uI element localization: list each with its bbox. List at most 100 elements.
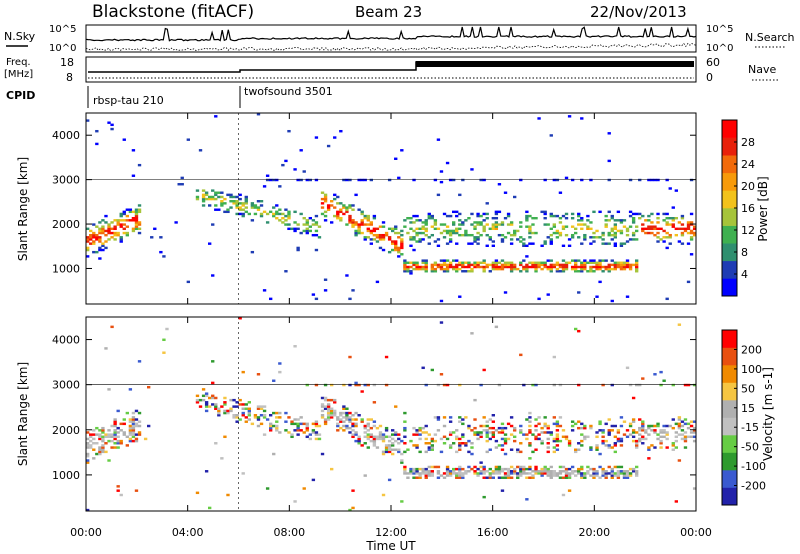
heatmap-cell [342, 429, 346, 432]
heatmap-cell [583, 435, 587, 439]
heatmap-cell [211, 381, 215, 385]
heatmap-cell [613, 265, 617, 269]
heatmap-cell [378, 233, 383, 237]
heatmap-cell [131, 174, 136, 177]
heatmap-cell [217, 407, 221, 410]
heatmap-cell [387, 236, 392, 239]
heatmap-cell [491, 244, 495, 247]
heatmap-cell [235, 200, 239, 203]
power-colorbar-swatch [722, 120, 737, 138]
heatmap-cell [323, 396, 328, 400]
heatmap-cell [464, 270, 468, 273]
heatmap-cell [339, 414, 343, 417]
heatmap-cell [134, 227, 139, 231]
heatmap-cell [580, 426, 584, 430]
heatmap-cell [500, 259, 505, 262]
heatmap-cell [131, 418, 136, 421]
heatmap-cell [589, 261, 593, 264]
heatmap-cell [464, 416, 468, 419]
heatmap-cell [592, 261, 596, 264]
heatmap-cell [641, 422, 645, 426]
heatmap-cell [86, 444, 90, 447]
heatmap-cell [439, 263, 444, 267]
heatmap-cell [345, 178, 349, 182]
heatmap-cell [409, 227, 413, 231]
heatmap-cell [229, 398, 233, 402]
heatmap-cell [476, 223, 480, 226]
heatmap-cell [293, 345, 297, 348]
heatmap-cell [653, 233, 657, 237]
heatmap-cell [439, 259, 444, 262]
heatmap-cell [546, 474, 550, 477]
heatmap-cell [287, 223, 291, 226]
heatmap-cell [561, 265, 566, 269]
heatmap-cell [330, 416, 334, 419]
heatmap-cell [604, 472, 608, 475]
heatmap-cell [409, 272, 413, 275]
heatmap-cell [653, 424, 657, 428]
heatmap-cell [345, 418, 349, 421]
heatmap-cell [570, 424, 575, 428]
heatmap-cell [525, 467, 529, 471]
heatmap-cell [134, 219, 139, 222]
heatmap-cell [448, 214, 453, 218]
heatmap-cell [641, 229, 645, 233]
heatmap-cell [378, 246, 383, 250]
heatmap-cell [488, 437, 492, 441]
heatmap-cell [299, 422, 303, 426]
heatmap-cell [516, 472, 520, 475]
heatmap-cell [113, 433, 117, 436]
heatmap-cell [323, 193, 328, 197]
heatmap-cell [628, 263, 633, 267]
heatmap-cell [558, 270, 563, 273]
heatmap-cell [433, 416, 438, 419]
heatmap-cell [494, 259, 499, 262]
heatmap-cell [131, 435, 136, 439]
heatmap-cell [101, 437, 105, 441]
heatmap-cell [381, 233, 386, 237]
heatmap-cell [543, 242, 547, 245]
heatmap-cell [116, 439, 120, 443]
heatmap-cell [180, 176, 184, 180]
heatmap-cell [348, 420, 352, 423]
heatmap-cell [208, 195, 212, 199]
heatmap-cell [677, 227, 682, 231]
heatmap-cell [275, 411, 279, 415]
heatmap-cell [509, 242, 514, 245]
heatmap-cell [656, 178, 660, 182]
heatmap-cell [98, 227, 102, 231]
heatmap-cell [323, 200, 328, 203]
heatmap-cell [589, 467, 593, 471]
heatmap-cell [448, 229, 453, 233]
heatmap-cell [418, 219, 422, 222]
heatmap-cell [570, 236, 575, 239]
heatmap-cell [509, 465, 514, 469]
heatmap-cell [455, 472, 459, 475]
heatmap-cell [98, 437, 102, 441]
heatmap-cell [113, 431, 117, 434]
heatmap-cell [439, 373, 444, 376]
heatmap-cell [674, 227, 678, 231]
heatmap-cell [461, 178, 465, 182]
heatmap-cell [296, 424, 300, 428]
heatmap-cell [323, 197, 328, 201]
heatmap-cell [204, 394, 209, 398]
heatmap-cell [323, 407, 328, 410]
heatmap-cell [262, 210, 267, 214]
heatmap-cell [424, 470, 428, 473]
heatmap-cell [574, 327, 578, 331]
heatmap-cell [485, 212, 489, 216]
heatmap-cell [482, 270, 486, 273]
heatmap-cell [250, 202, 255, 205]
heatmap-cell [381, 452, 386, 456]
heatmap-cell [500, 422, 505, 426]
heatmap-cell [580, 242, 584, 245]
heatmap-cell [241, 472, 245, 475]
heatmap-cell [619, 465, 624, 469]
heatmap-cell [98, 246, 102, 250]
heatmap-cell [598, 210, 602, 214]
heatmap-cell [442, 270, 447, 273]
heatmap-cell [256, 418, 261, 421]
heatmap-cell [320, 416, 325, 419]
heatmap-cell [628, 225, 633, 228]
